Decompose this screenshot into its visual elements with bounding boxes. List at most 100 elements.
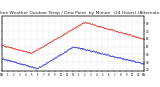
- Point: [124, 33, 127, 34]
- Point: [54, 38, 57, 39]
- Point: [11, 61, 14, 62]
- Point: [9, 60, 12, 61]
- Point: [19, 62, 21, 64]
- Point: [14, 48, 17, 49]
- Point: [139, 37, 142, 38]
- Point: [96, 25, 99, 26]
- Point: [7, 59, 9, 61]
- Point: [96, 25, 99, 26]
- Point: [20, 49, 22, 50]
- Point: [45, 44, 47, 46]
- Point: [25, 51, 28, 52]
- Point: [1, 57, 4, 59]
- Point: [106, 27, 108, 29]
- Point: [131, 35, 134, 36]
- Point: [17, 62, 20, 64]
- Point: [104, 53, 107, 54]
- Point: [112, 30, 115, 31]
- Point: [133, 60, 136, 61]
- Point: [131, 61, 133, 62]
- Point: [19, 62, 22, 64]
- Point: [16, 48, 18, 50]
- Point: [129, 60, 132, 61]
- Point: [140, 63, 143, 64]
- Point: [72, 28, 74, 30]
- Point: [17, 48, 20, 49]
- Point: [24, 50, 27, 52]
- Point: [122, 33, 125, 34]
- Point: [94, 51, 97, 52]
- Point: [95, 51, 98, 52]
- Point: [125, 34, 128, 35]
- Point: [128, 33, 131, 35]
- Point: [129, 59, 131, 60]
- Point: [129, 34, 131, 35]
- Point: [56, 37, 58, 38]
- Point: [85, 22, 88, 23]
- Point: [109, 55, 112, 56]
- Point: [62, 52, 64, 53]
- Point: [73, 27, 76, 28]
- Point: [47, 61, 50, 62]
- Point: [21, 51, 23, 52]
- Point: [105, 27, 108, 28]
- Point: [97, 52, 99, 53]
- Point: [35, 49, 37, 51]
- Point: [139, 62, 142, 63]
- Point: [142, 63, 145, 64]
- Point: [138, 37, 140, 39]
- Point: [102, 27, 105, 28]
- Point: [32, 66, 35, 67]
- Point: [2, 57, 5, 59]
- Point: [100, 26, 102, 27]
- Point: [30, 51, 32, 53]
- Point: [70, 47, 72, 49]
- Point: [124, 33, 127, 34]
- Point: [140, 63, 143, 64]
- Point: [102, 27, 105, 29]
- Point: [56, 37, 59, 38]
- Point: [79, 48, 82, 49]
- Point: [63, 51, 66, 52]
- Point: [25, 50, 27, 52]
- Point: [52, 58, 55, 60]
- Point: [48, 60, 51, 61]
- Point: [74, 27, 77, 29]
- Point: [52, 39, 55, 41]
- Point: [76, 46, 79, 48]
- Point: [140, 63, 143, 64]
- Point: [119, 57, 121, 58]
- Point: [38, 66, 40, 68]
- Point: [35, 49, 37, 51]
- Point: [87, 49, 89, 51]
- Point: [135, 61, 138, 62]
- Point: [34, 67, 36, 69]
- Point: [131, 35, 134, 36]
- Point: [117, 56, 119, 57]
- Point: [29, 52, 32, 53]
- Point: [38, 66, 41, 67]
- Point: [60, 35, 62, 36]
- Point: [136, 61, 138, 62]
- Point: [48, 60, 50, 62]
- Point: [39, 66, 42, 67]
- Point: [120, 32, 123, 34]
- Point: [135, 61, 137, 62]
- Point: [32, 50, 34, 52]
- Point: [141, 63, 144, 64]
- Point: [61, 34, 64, 36]
- Point: [10, 48, 13, 49]
- Point: [96, 25, 99, 26]
- Point: [10, 47, 13, 48]
- Point: [52, 39, 55, 40]
- Point: [23, 51, 26, 52]
- Point: [133, 35, 136, 36]
- Point: [118, 57, 121, 59]
- Point: [87, 50, 90, 51]
- Point: [52, 39, 55, 41]
- Point: [93, 24, 96, 26]
- Point: [47, 62, 49, 63]
- Point: [71, 29, 73, 30]
- Point: [108, 55, 110, 56]
- Point: [12, 48, 15, 50]
